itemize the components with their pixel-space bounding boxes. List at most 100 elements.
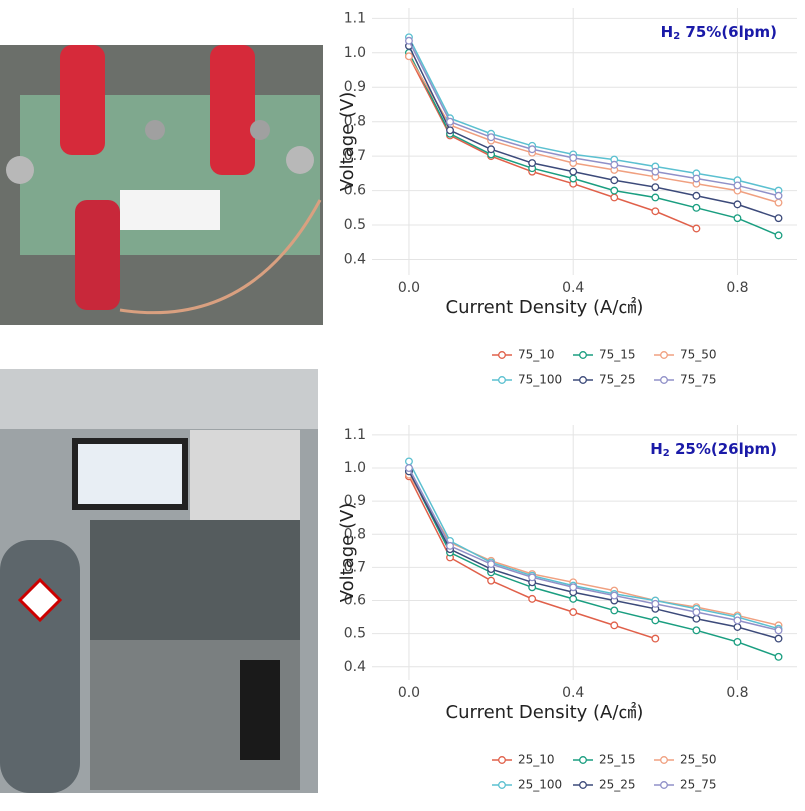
plot-area bbox=[372, 8, 797, 275]
data-point bbox=[692, 626, 701, 635]
x-tick-label: 0.8 bbox=[726, 685, 748, 701]
series-line bbox=[408, 471, 779, 640]
data-point bbox=[733, 200, 742, 209]
y-tick-label: 0.8 bbox=[344, 114, 366, 130]
legend-marker bbox=[660, 376, 668, 384]
data-point bbox=[610, 621, 619, 630]
y-tick-label: 1.0 bbox=[344, 460, 366, 476]
chart: 0.4 0.5 0.6 0.7 0.8 0.9 1.0 1.1 0.0 0.4 0.8 Current… bbox=[337, 8, 797, 387]
data-point bbox=[569, 167, 578, 176]
y-tick-label: 1.1 bbox=[344, 427, 366, 443]
legend-label: 75_75 bbox=[680, 373, 717, 387]
data-point bbox=[405, 464, 413, 473]
data-point bbox=[733, 181, 742, 190]
series-line bbox=[408, 36, 779, 192]
data-point bbox=[528, 573, 537, 582]
legend-marker bbox=[498, 781, 506, 789]
legend-marker bbox=[498, 351, 506, 359]
data-point bbox=[610, 160, 619, 169]
data-point bbox=[651, 599, 660, 608]
annotation: H2 75%(6lpm) bbox=[661, 23, 777, 43]
x-tick-label: 0.8 bbox=[726, 280, 748, 296]
data-point bbox=[692, 203, 701, 212]
x-tick-label: 0.0 bbox=[398, 685, 420, 701]
data-point bbox=[651, 167, 660, 176]
y-tick-label: 1.1 bbox=[344, 10, 366, 26]
data-point bbox=[651, 193, 660, 202]
data-point bbox=[569, 608, 578, 617]
legend-marker bbox=[579, 376, 587, 384]
data-point bbox=[528, 159, 537, 167]
data-point bbox=[692, 174, 701, 183]
legend-label: 25_10 bbox=[518, 753, 555, 767]
data-point bbox=[774, 652, 783, 661]
legend-label: 75_15 bbox=[599, 348, 636, 362]
legend-marker bbox=[579, 351, 587, 359]
y-tick-label: 0.5 bbox=[344, 626, 366, 642]
annotation-text: H bbox=[661, 23, 674, 41]
data-point bbox=[774, 191, 783, 200]
y-axis-title: Voltage (V) bbox=[337, 503, 358, 603]
data-point bbox=[610, 186, 619, 195]
data-point bbox=[487, 145, 496, 154]
data-point bbox=[405, 457, 413, 466]
data-point bbox=[692, 224, 701, 233]
data-point bbox=[569, 174, 578, 183]
x-tick-label: 0.0 bbox=[398, 280, 420, 296]
legend-marker bbox=[660, 351, 668, 359]
data-point bbox=[692, 191, 701, 200]
data-point bbox=[446, 117, 454, 126]
legend-marker bbox=[579, 756, 587, 764]
y-tick-label: 1.0 bbox=[344, 45, 366, 61]
y-tick-label: 0.9 bbox=[344, 493, 366, 509]
data-point bbox=[405, 52, 413, 61]
photo-station bbox=[0, 369, 318, 793]
data-point bbox=[774, 198, 783, 207]
data-point bbox=[774, 634, 783, 643]
series-line bbox=[408, 471, 779, 658]
series-line bbox=[408, 45, 779, 219]
legend-label: 75_25 bbox=[599, 373, 636, 387]
data-point bbox=[405, 36, 413, 45]
annotation-text: H bbox=[650, 440, 663, 458]
data-point bbox=[528, 145, 537, 154]
legend-marker bbox=[660, 781, 668, 789]
data-point bbox=[487, 133, 496, 142]
data-point bbox=[651, 183, 660, 192]
legend-label: 75_50 bbox=[680, 348, 717, 362]
y-tick-label: 0.6 bbox=[344, 183, 366, 199]
data-point bbox=[651, 634, 660, 643]
data-point bbox=[446, 126, 454, 135]
legend-label: 25_100 bbox=[518, 778, 562, 792]
data-point bbox=[528, 594, 537, 603]
data-point bbox=[733, 623, 742, 631]
data-point bbox=[487, 560, 496, 569]
x-tick-label: 0.4 bbox=[562, 685, 584, 701]
annotation: H2 25%(26lpm) bbox=[650, 440, 777, 460]
data-point bbox=[774, 214, 783, 223]
series-line bbox=[408, 52, 779, 237]
data-point bbox=[610, 176, 619, 185]
x-tick-label: 0.4 bbox=[562, 280, 584, 296]
data-point bbox=[774, 231, 783, 240]
legend-marker bbox=[660, 756, 668, 764]
data-point bbox=[446, 541, 454, 550]
data-point bbox=[569, 583, 578, 592]
data-point bbox=[487, 576, 496, 585]
legend-marker bbox=[498, 376, 506, 384]
y-tick-label: 0.8 bbox=[344, 526, 366, 542]
series-line bbox=[408, 461, 779, 630]
photo-stack bbox=[0, 45, 323, 325]
legend-marker bbox=[498, 756, 506, 764]
data-point bbox=[569, 594, 578, 603]
series-line bbox=[408, 40, 779, 197]
y-tick-label: 0.7 bbox=[344, 559, 366, 575]
annotation-subscript: 2 bbox=[663, 448, 670, 459]
legend-label: 25_15 bbox=[599, 753, 636, 767]
data-point bbox=[651, 207, 660, 216]
legend-label: 25_50 bbox=[680, 753, 717, 767]
data-point bbox=[733, 637, 742, 646]
chart: 0.4 0.5 0.6 0.7 0.8 0.9 1.0 1.1 0.0 0.4 0.8 Current… bbox=[337, 425, 797, 792]
y-axis-title: Voltage (V) bbox=[337, 92, 358, 192]
